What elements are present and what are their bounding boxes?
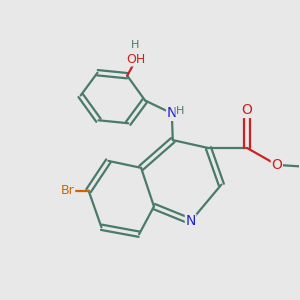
Text: N: N (167, 106, 177, 120)
Text: Br: Br (61, 184, 75, 197)
Text: O: O (242, 103, 253, 117)
Text: OH: OH (127, 53, 146, 66)
Text: N: N (185, 214, 196, 228)
Text: H: H (176, 106, 184, 116)
Text: O: O (272, 158, 282, 172)
Text: H: H (130, 40, 139, 50)
